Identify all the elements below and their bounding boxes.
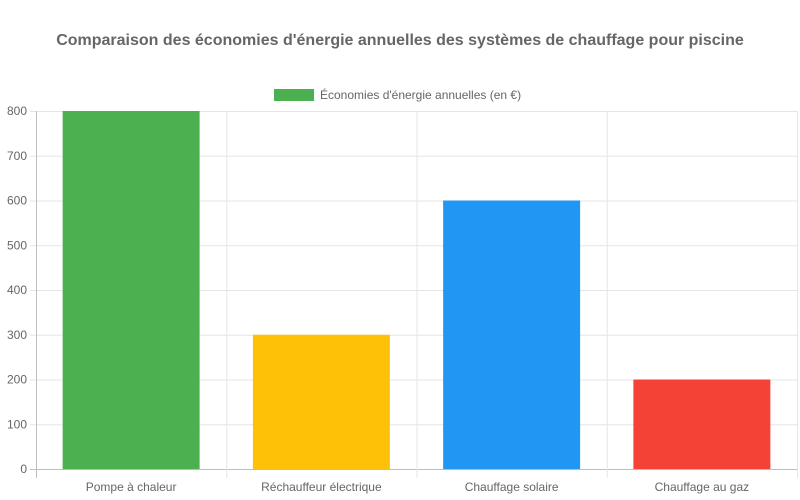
bar[interactable] [252, 334, 390, 469]
y-tick-label: 700 [7, 149, 27, 163]
legend-swatch [274, 89, 314, 101]
y-tick-label: 400 [7, 283, 27, 297]
legend[interactable]: Économies d'énergie annuelles (en €) [274, 87, 521, 102]
x-tick-label: Pompe à chaleur [86, 480, 177, 494]
chart-title: Comparaison des économies d'énergie annu… [56, 32, 744, 49]
x-tick-label: Chauffage au gaz [655, 480, 750, 494]
y-tick-label: 600 [7, 194, 27, 208]
legend-label: Économies d'énergie annuelles (en €) [320, 87, 521, 102]
y-tick-label: 0 [20, 462, 27, 476]
x-tick-label: Chauffage solaire [465, 480, 559, 494]
axes: 0 100 200 300 400 500 600 700 800 Pompe à chaleur… [7, 104, 749, 494]
y-tick-label: 100 [7, 417, 27, 431]
x-tick-label: Réchauffeur électrique [261, 480, 382, 494]
y-tick-label: 300 [7, 328, 27, 342]
bars [62, 111, 771, 470]
bar[interactable] [443, 200, 581, 470]
bar[interactable] [633, 379, 771, 470]
bar[interactable] [62, 111, 200, 469]
y-tick-label: 200 [7, 373, 27, 387]
y-tick-label: 500 [7, 238, 27, 252]
y-tick-label: 800 [7, 104, 27, 118]
